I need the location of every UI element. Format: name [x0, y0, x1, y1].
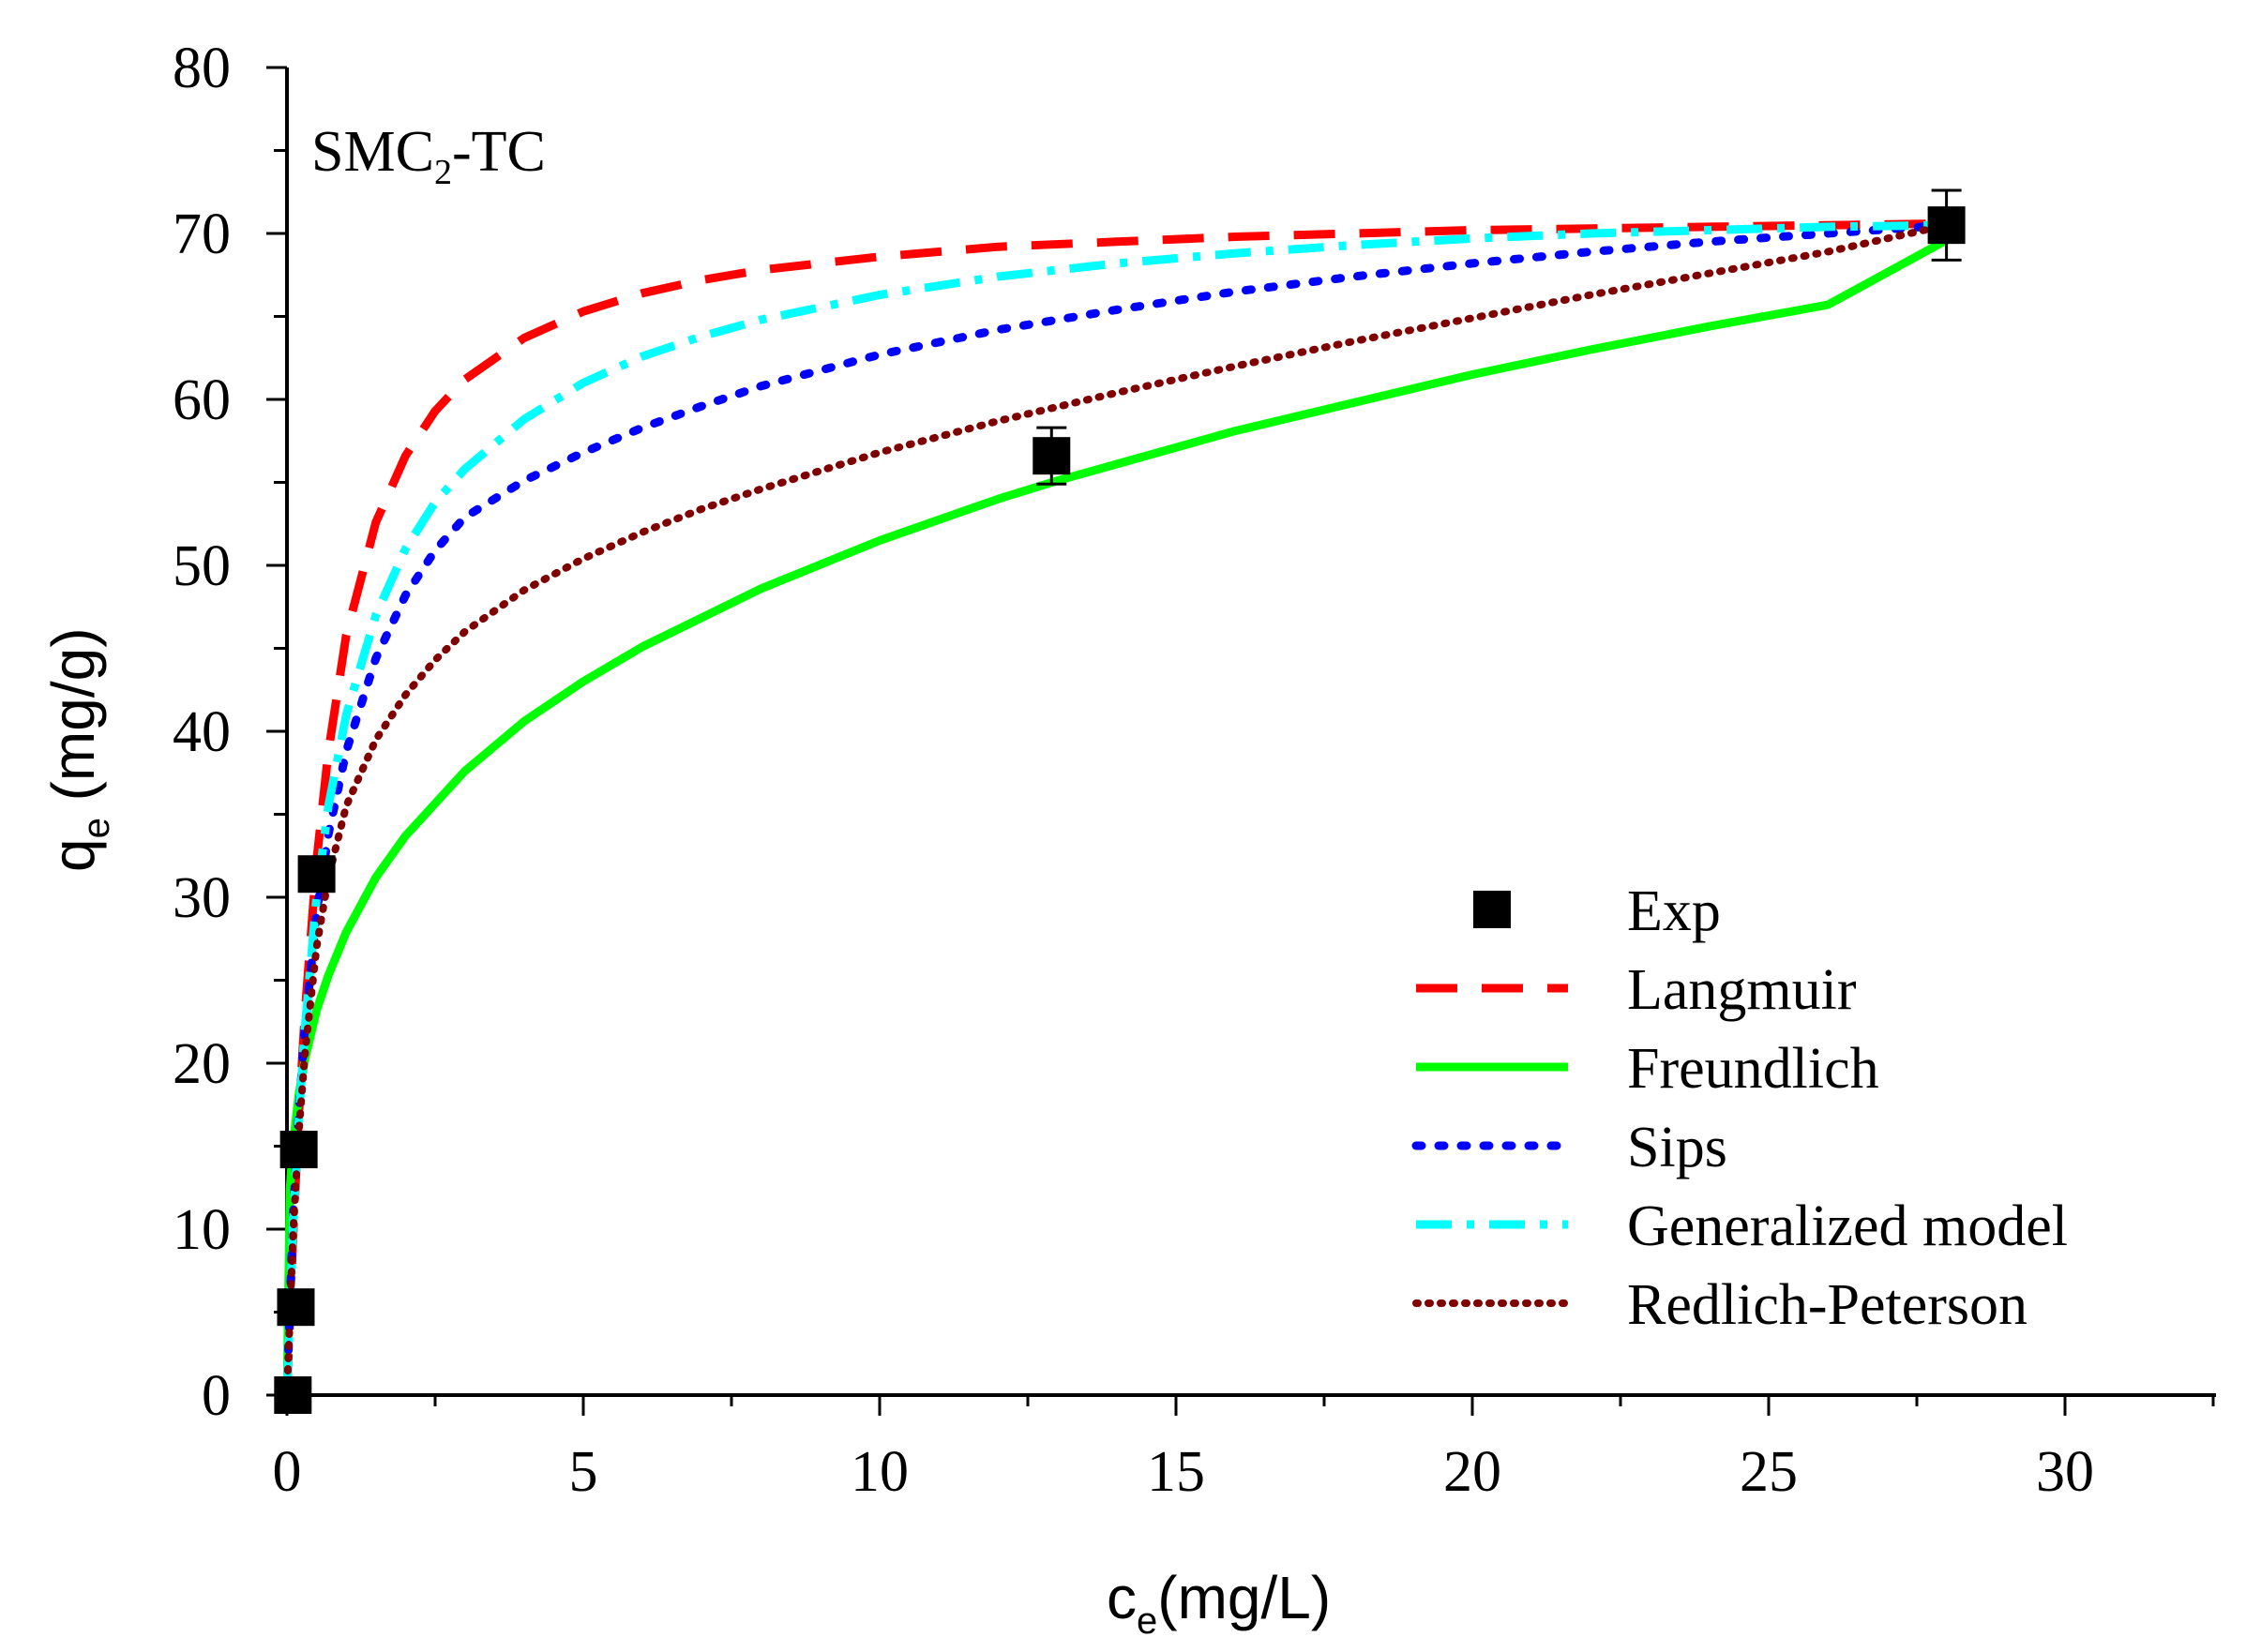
x-tick-label: 20 — [1443, 1440, 1501, 1504]
panel-label: SMC2-TC — [311, 120, 546, 192]
legend-label: Generalized model — [1627, 1194, 2068, 1258]
legend-label: Freundlich — [1627, 1037, 1879, 1101]
series-redlich-peterson — [283, 221, 1951, 1388]
legend-label: Redlich-Peterson — [1627, 1273, 2027, 1337]
y-tick-label: 40 — [173, 700, 231, 764]
y-tick-label: 10 — [173, 1198, 231, 1262]
y-tick-label: 70 — [173, 203, 231, 266]
y-axis-title-sub: e — [76, 818, 117, 838]
panel-label-sub: 2 — [434, 153, 452, 192]
exp-point — [279, 1131, 318, 1169]
legend-label: Langmuir — [1627, 958, 1857, 1022]
y-axis-title-main: q — [39, 838, 107, 872]
y-axis-ticks: 0 10 20 30 40 50 60 70 80 — [173, 37, 287, 1428]
x-tick-label: 5 — [569, 1440, 598, 1504]
x-axis-title-main: c — [1107, 1564, 1137, 1631]
x-axis-ticks: 0 5 10 15 20 25 30 — [273, 1395, 2215, 1504]
legend: Exp Langmuir Freundlich Sips Generalized mod… — [1411, 879, 2068, 1337]
legend-label: Exp — [1627, 879, 1721, 943]
x-tick-label: 0 — [273, 1440, 302, 1504]
exp-point — [277, 1288, 315, 1327]
exp-point — [1927, 206, 1966, 245]
y-tick-label: 80 — [173, 37, 231, 100]
panel-label-tail: -TC — [452, 120, 546, 184]
y-tick-label: 20 — [173, 1032, 231, 1096]
legend-label: Sips — [1627, 1116, 1727, 1179]
x-tick-label: 25 — [1740, 1440, 1798, 1504]
y-tick-label: 50 — [173, 534, 231, 598]
y-axis-title: qe (mg/g) — [39, 627, 117, 872]
y-tick-label: 30 — [173, 866, 231, 930]
x-tick-label: 15 — [1147, 1440, 1205, 1504]
x-axis-title-sub: e — [1137, 1600, 1157, 1642]
x-tick-label: 30 — [2036, 1440, 2094, 1504]
exp-point — [297, 855, 336, 894]
y-tick-label: 60 — [173, 368, 231, 432]
y-axis-title-unit: (mg/g) — [39, 627, 107, 818]
exp-point — [274, 1376, 312, 1414]
panel-label-main: SMC — [311, 120, 434, 184]
legend-marker-exp — [1473, 891, 1511, 928]
experimental-points — [274, 188, 1966, 1414]
x-tick-label: 10 — [851, 1440, 909, 1504]
series-langmuir — [283, 218, 1947, 1388]
x-axis-title: ce(mg/L) — [1107, 1564, 1331, 1642]
x-axis-title-unit: (mg/L) — [1157, 1564, 1331, 1631]
y-tick-label: 0 — [202, 1364, 231, 1428]
exp-point — [1033, 437, 1071, 475]
